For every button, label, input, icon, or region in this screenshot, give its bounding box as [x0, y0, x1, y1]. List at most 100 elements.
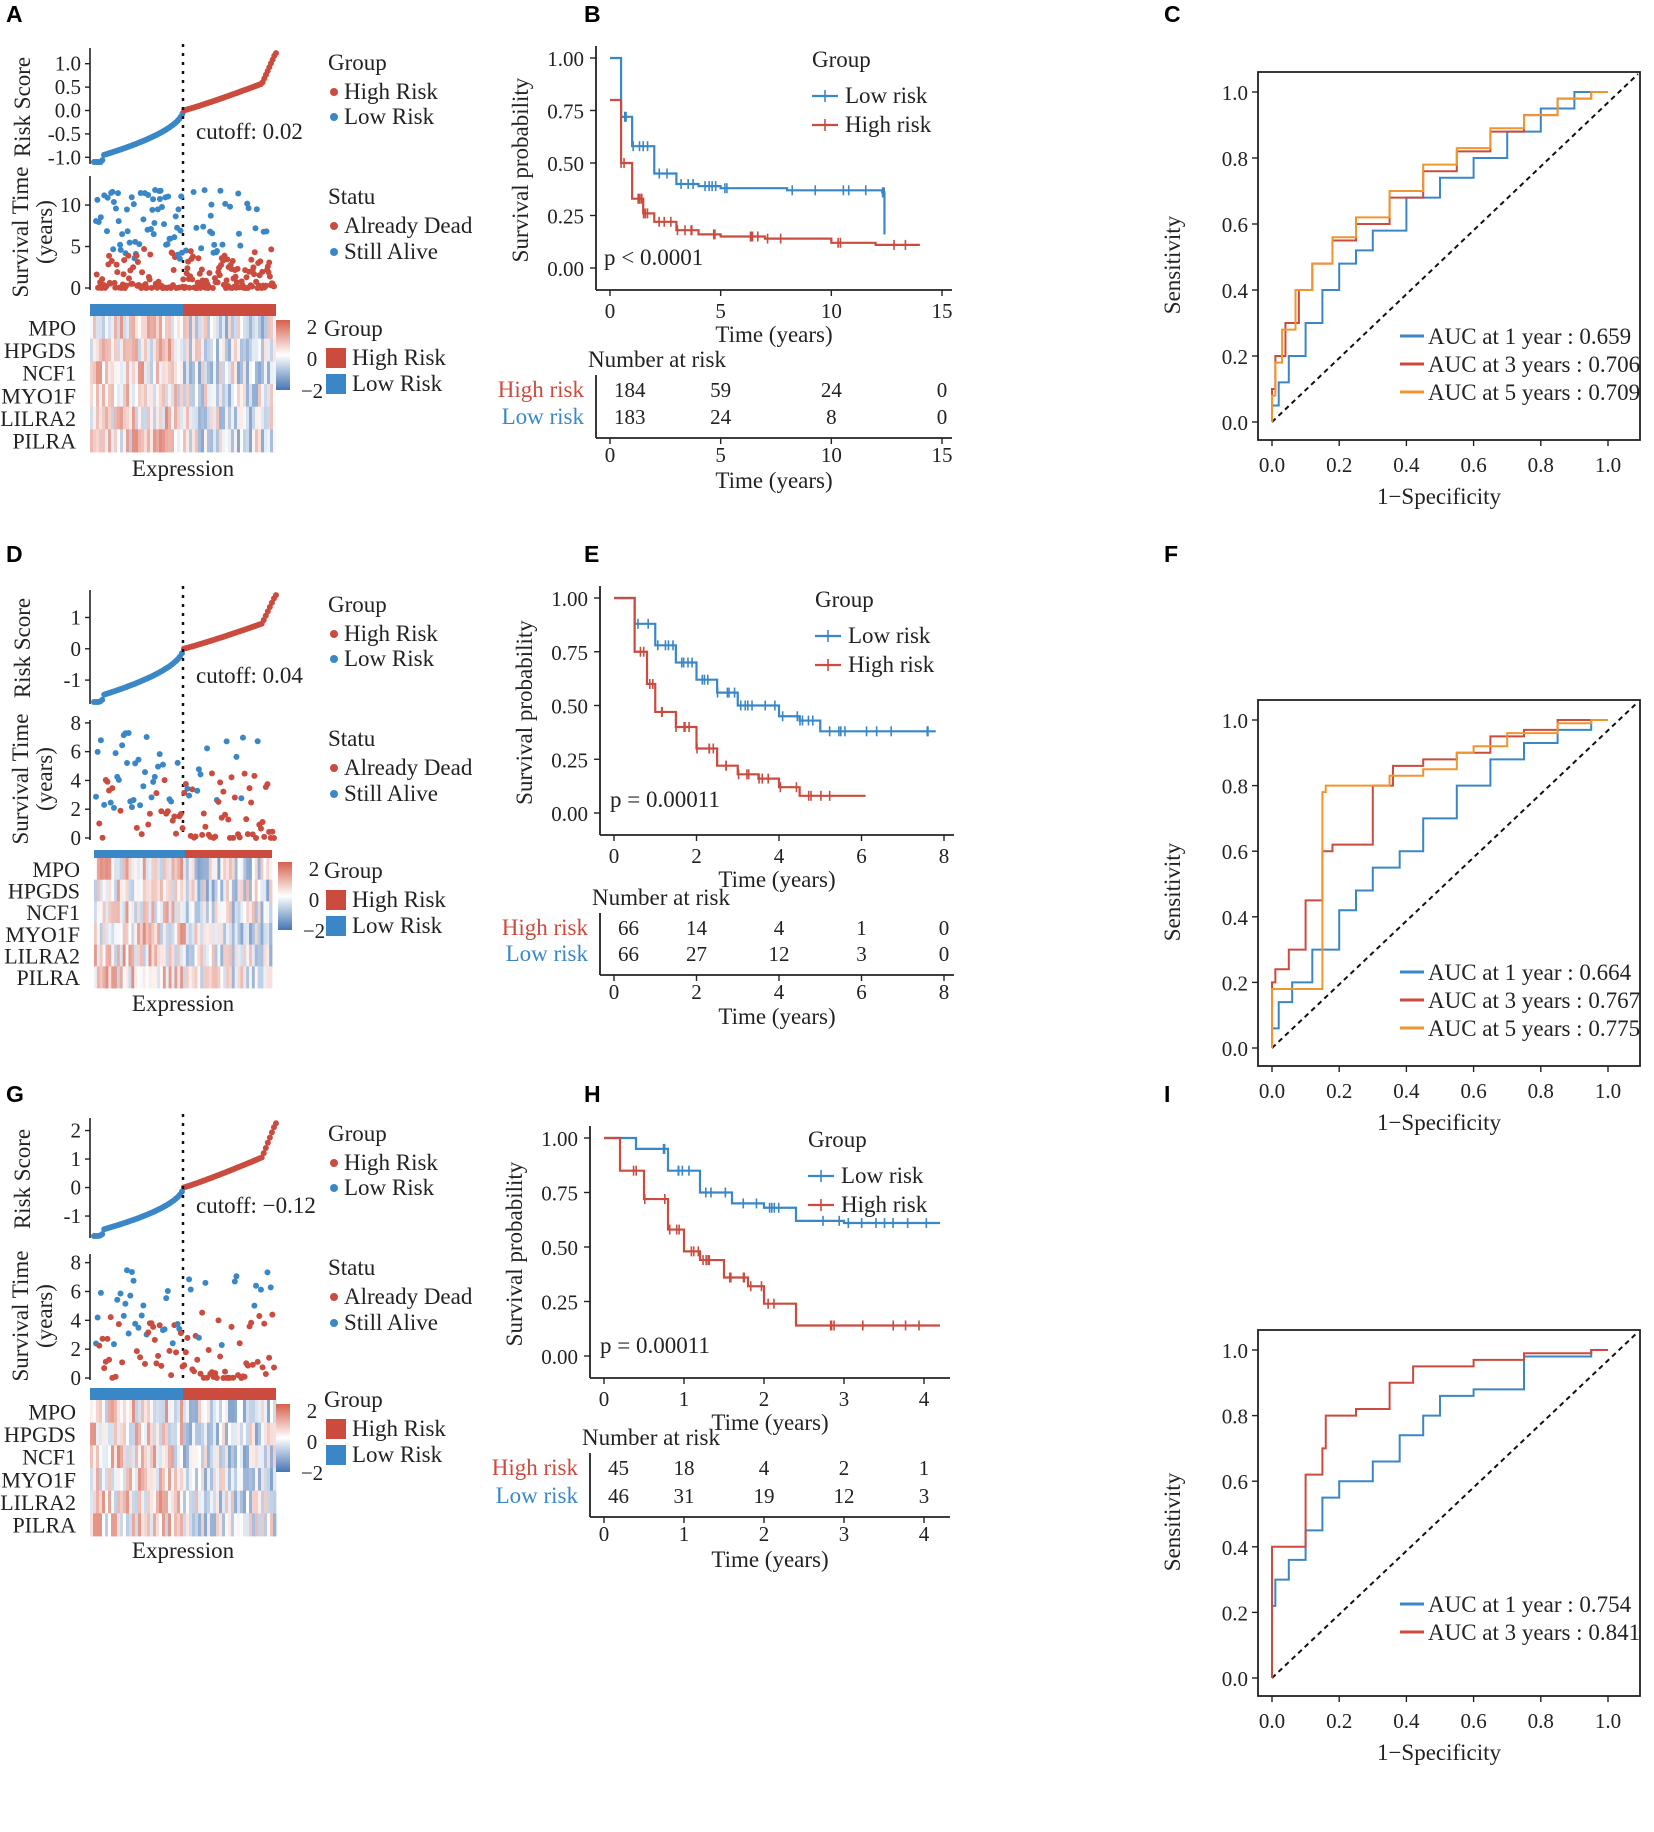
heatmap-cell	[243, 1445, 247, 1469]
heatmap-cell	[249, 1445, 253, 1469]
roc-y-tick-label: 1.0	[1222, 709, 1248, 733]
heatmap-cell	[203, 923, 207, 946]
heatmap-cell	[208, 966, 213, 989]
alive-point	[200, 223, 207, 230]
roc-diagonal	[1271, 1331, 1639, 1679]
alive-point	[163, 1295, 170, 1302]
heatmap-cell	[188, 923, 193, 946]
heatmap-cell	[192, 384, 196, 408]
heatmap-cell	[186, 406, 190, 430]
heatmap-cell	[132, 384, 136, 408]
heatmap-cell	[153, 406, 157, 430]
risk-score-point	[260, 1150, 267, 1157]
heatmap-cell	[243, 406, 247, 430]
dead-point	[145, 1329, 152, 1336]
alive-point	[164, 1287, 171, 1294]
heatmap-cell	[126, 1445, 130, 1469]
heatmap-cell	[171, 858, 175, 881]
heatmap-cell	[249, 338, 253, 362]
heatmap-cell	[243, 879, 247, 902]
risk-table-x-tick-label: 2	[691, 980, 702, 1004]
alive-point	[165, 193, 172, 200]
heatmap-cell	[258, 1513, 262, 1537]
heatmap-cell	[102, 429, 106, 453]
roc-x-tick-label: 0.6	[1460, 453, 1486, 477]
heatmap-cell	[211, 923, 215, 946]
heatmap-cell	[105, 338, 109, 362]
heatmap-cell	[210, 1468, 214, 1492]
surv-y-tick-label: 6	[71, 1279, 82, 1303]
heatmap-cell	[228, 1490, 232, 1514]
km-x-label: Time (years)	[715, 322, 832, 347]
heatmap-cell	[213, 1468, 217, 1492]
group-bar-high	[183, 304, 276, 316]
heatmap-cell	[207, 1445, 211, 1469]
heatmap-cell	[122, 901, 126, 924]
heatmap-cell	[223, 966, 227, 989]
dead-point	[214, 279, 221, 286]
heatmap-cell	[168, 384, 172, 408]
heatmap-cell	[214, 858, 218, 881]
heatmap-cell	[96, 316, 100, 340]
heatmap-cell	[231, 429, 235, 453]
alive-point	[157, 187, 164, 194]
heatmap-cell	[174, 858, 178, 881]
dead-point	[212, 833, 219, 840]
heatmap-cell	[188, 858, 193, 881]
heatmap-cell	[96, 1490, 100, 1514]
heatmap-cell	[171, 944, 175, 967]
legend-low-label: Low Risk	[344, 646, 435, 671]
dead-point	[104, 778, 111, 785]
heatmap-cell	[145, 901, 149, 924]
heatmap-cell	[220, 923, 224, 946]
heatmap-cell	[273, 1468, 277, 1492]
heatmap-cell	[222, 384, 226, 408]
heatmap-cell	[207, 1513, 211, 1537]
heatmap-cell	[237, 361, 241, 385]
color-scale-bar	[278, 862, 292, 930]
heatmap-cell	[96, 966, 101, 989]
heatmap-cell	[93, 406, 97, 430]
heatmap-cell	[102, 1468, 106, 1492]
legend-high-label: High Risk	[344, 79, 438, 104]
heatmap-cell	[108, 1422, 112, 1446]
heatmap-cell	[189, 1468, 193, 1492]
heatmap-cell	[237, 966, 241, 989]
heatmap-cell	[99, 1468, 103, 1492]
alive-point	[156, 751, 163, 758]
heatmap-cell	[108, 406, 112, 430]
heatmap-cell	[228, 966, 233, 989]
heatmap-cell	[135, 1400, 139, 1424]
alive-point	[114, 1296, 121, 1303]
alive-point	[136, 241, 143, 248]
heatmap-cell	[93, 1468, 97, 1492]
km-legend-low-label: Low risk	[845, 83, 928, 108]
heatmap-cell	[117, 406, 121, 430]
heatmap-cell	[129, 1422, 133, 1446]
heatmap-cell	[251, 879, 256, 902]
heatmap-cell	[192, 1400, 196, 1424]
heatmap-cell	[264, 384, 268, 408]
heatmap-cell	[90, 338, 94, 362]
heatmap-cell	[168, 879, 172, 902]
heatmap-cell	[264, 338, 268, 362]
heatmap-cell	[254, 923, 259, 946]
risk-table-x-tick-label: 10	[821, 443, 842, 467]
heatmap-cell	[185, 858, 190, 881]
heatmap-cell	[198, 1468, 202, 1492]
legend-alive-dot	[330, 790, 338, 798]
heatmap-cell	[237, 1490, 241, 1514]
roc-legend-label: AUC at 1 year : 0.659	[1428, 324, 1631, 349]
dead-point	[197, 1370, 204, 1377]
heatmap-cell	[186, 1422, 190, 1446]
heatmap-cell	[186, 1490, 190, 1514]
heatmap-cell	[105, 1513, 109, 1537]
risk-score-point	[99, 696, 106, 703]
heatmap-cell	[114, 429, 118, 453]
heatmap-cell	[263, 901, 267, 924]
heatmap-cell	[171, 923, 175, 946]
heatmap-cell	[273, 1490, 277, 1514]
dead-point	[147, 251, 154, 258]
